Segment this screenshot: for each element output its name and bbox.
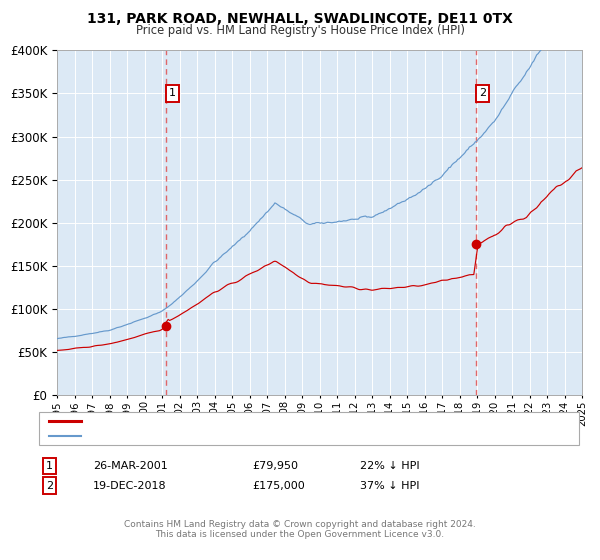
Text: 131, PARK ROAD, NEWHALL, SWADLINCOTE, DE11 0TX: 131, PARK ROAD, NEWHALL, SWADLINCOTE, DE… xyxy=(87,12,513,26)
Text: Contains HM Land Registry data © Crown copyright and database right 2024.: Contains HM Land Registry data © Crown c… xyxy=(124,520,476,529)
Text: 37% ↓ HPI: 37% ↓ HPI xyxy=(360,480,419,491)
Text: £175,000: £175,000 xyxy=(252,480,305,491)
Text: 26-MAR-2001: 26-MAR-2001 xyxy=(93,461,168,471)
Text: This data is licensed under the Open Government Licence v3.0.: This data is licensed under the Open Gov… xyxy=(155,530,445,539)
Text: 1: 1 xyxy=(169,88,176,99)
Text: Price paid vs. HM Land Registry's House Price Index (HPI): Price paid vs. HM Land Registry's House … xyxy=(136,24,464,36)
Text: £79,950: £79,950 xyxy=(252,461,298,471)
Text: 2: 2 xyxy=(46,480,53,491)
Text: 1: 1 xyxy=(46,461,53,471)
Text: HPI: Average price, detached house, South Derbyshire: HPI: Average price, detached house, Sout… xyxy=(87,431,384,441)
Text: 2: 2 xyxy=(479,88,486,99)
Text: 22% ↓ HPI: 22% ↓ HPI xyxy=(360,461,419,471)
Text: 131, PARK ROAD, NEWHALL, SWADLINCOTE, DE11 0TX (detached house): 131, PARK ROAD, NEWHALL, SWADLINCOTE, DE… xyxy=(87,416,486,426)
Text: 19-DEC-2018: 19-DEC-2018 xyxy=(93,480,167,491)
